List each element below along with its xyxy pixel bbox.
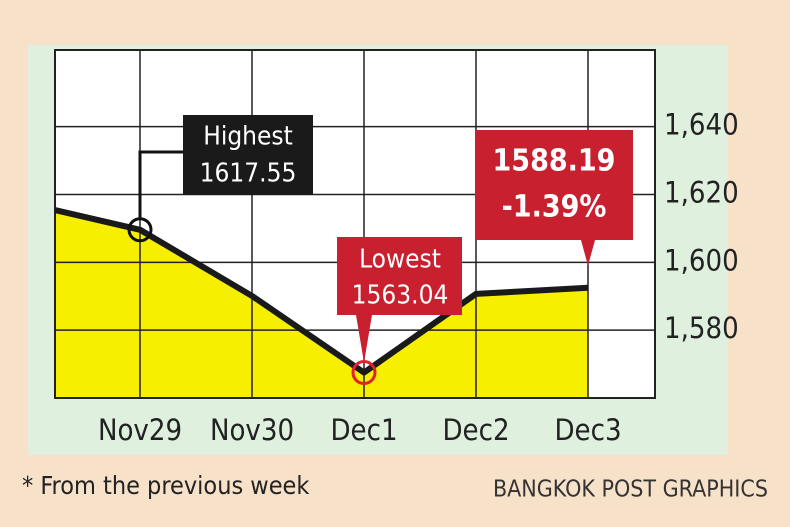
- y-tick-label: 1,640: [664, 108, 739, 142]
- lowest-box: [337, 237, 462, 315]
- x-tick-label: Dec2: [442, 413, 509, 447]
- lowest-value: 1563.04: [352, 281, 449, 311]
- line: [54, 207, 589, 376]
- footnote: * From the previous week: [22, 471, 309, 500]
- lowest-pointer: [356, 315, 372, 363]
- y-tick-label: 1,620: [664, 175, 739, 209]
- x-tick-label: Nov29: [98, 413, 182, 447]
- x-tick-label: Dec1: [330, 413, 397, 447]
- x-tick-label: Nov30: [210, 413, 294, 447]
- highest-value: 1617.55: [200, 159, 297, 189]
- highest-label: Highest: [203, 122, 293, 152]
- last-pointer: [581, 240, 595, 266]
- y-tick-label: 1,600: [664, 243, 739, 277]
- highest-box: [183, 115, 313, 195]
- source: BANGKOK POST GRAPHICS: [493, 477, 768, 503]
- last-value: 1588.19: [493, 144, 616, 179]
- highest-leader: [138, 150, 184, 219]
- last-change: -1.39%: [502, 190, 607, 225]
- plot-border: [54, 49, 656, 399]
- y-tick-label: 1,580: [664, 311, 739, 345]
- lowest-marker: [351, 360, 377, 386]
- x-tick-label: Dec3: [554, 413, 621, 447]
- area: [55, 210, 588, 398]
- lowest-label: Lowest: [359, 245, 441, 275]
- last-box: [475, 130, 633, 240]
